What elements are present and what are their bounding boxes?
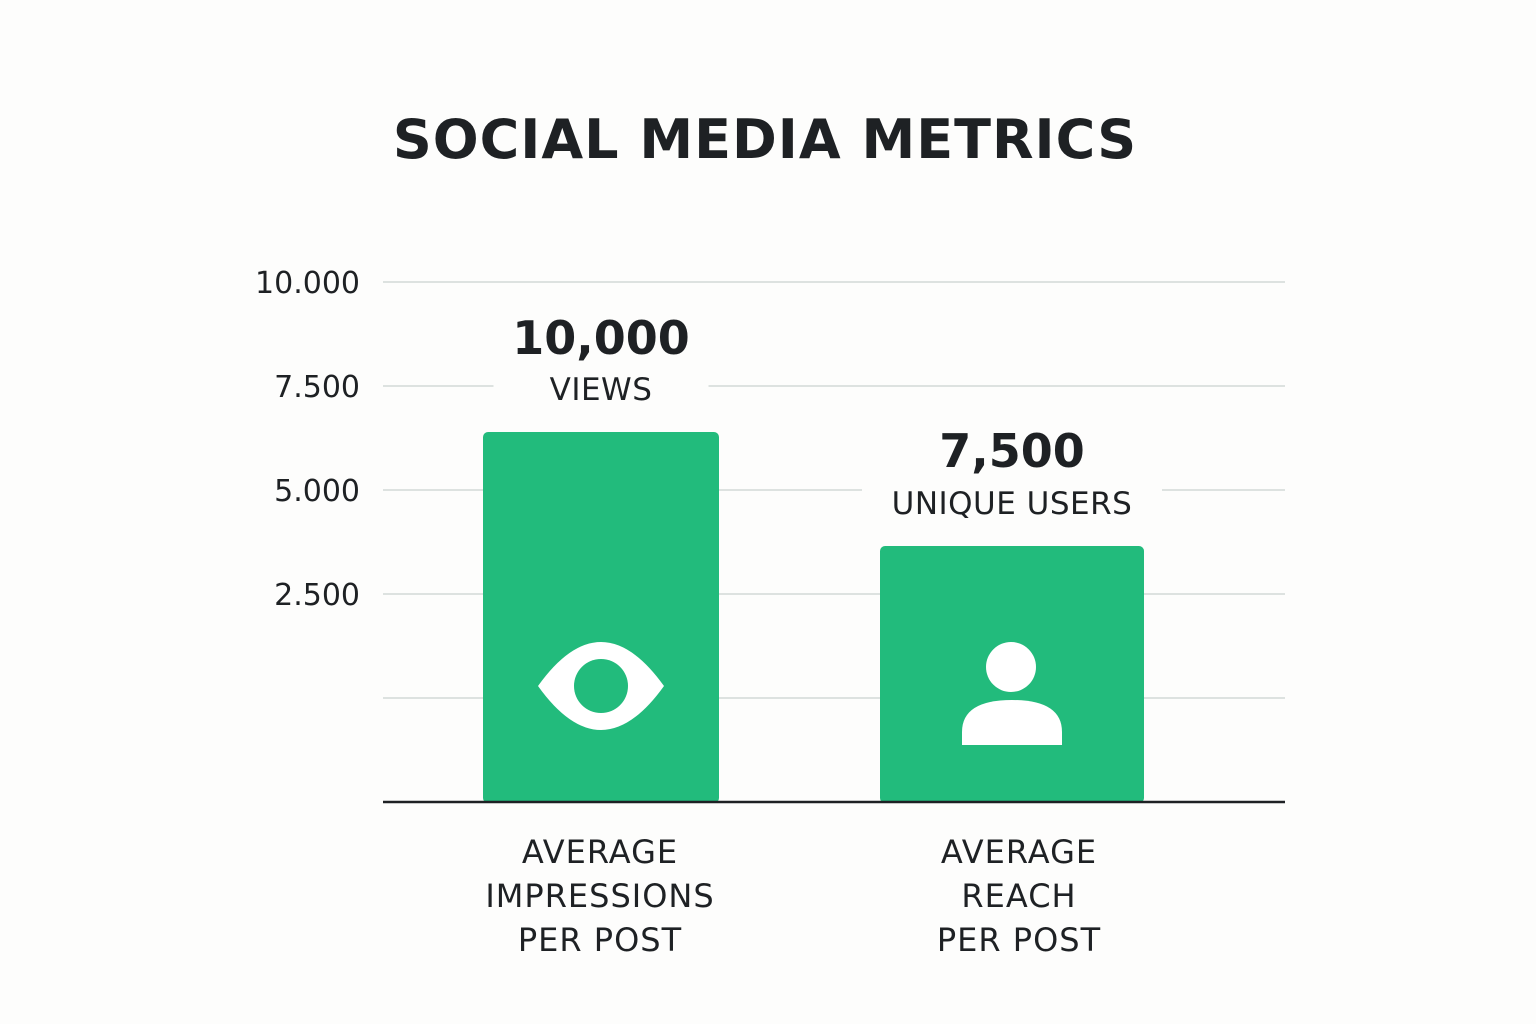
bars <box>483 432 1144 803</box>
y-axis: 2.500 5.000 7.500 10.000 <box>255 266 360 613</box>
data-label-value: 7,500 <box>939 424 1085 478</box>
x-category-label: IMPRESSIONS <box>485 877 714 915</box>
y-tick-label: 5.000 <box>274 474 360 509</box>
x-category-label: REACH <box>961 877 1076 915</box>
y-tick-label: 2.500 <box>274 578 360 613</box>
x-category-label: AVERAGE <box>522 833 678 871</box>
x-category-label: PER POST <box>518 921 682 959</box>
x-category-label: AVERAGE <box>941 833 1097 871</box>
y-tick-label: 7.500 <box>274 370 360 405</box>
eye-icon <box>538 642 664 730</box>
x-axis: AVERAGE IMPRESSIONS PER POST AVERAGE REACH PE… <box>383 800 1285 959</box>
data-label-unit: UNIQUE USERS <box>892 486 1133 522</box>
user-icon <box>962 642 1062 745</box>
bar <box>483 432 719 803</box>
y-tick-label: 10.000 <box>255 266 360 301</box>
data-labels: 10,000 VIEWS 7,500 UNIQUE USERS <box>493 311 1162 524</box>
data-label-value: 10,000 <box>512 311 690 365</box>
data-label-unit: VIEWS <box>550 372 653 408</box>
x-category-label: PER POST <box>937 921 1101 959</box>
chart-title: SOCIAL MEDIA METRICS <box>393 108 1137 171</box>
